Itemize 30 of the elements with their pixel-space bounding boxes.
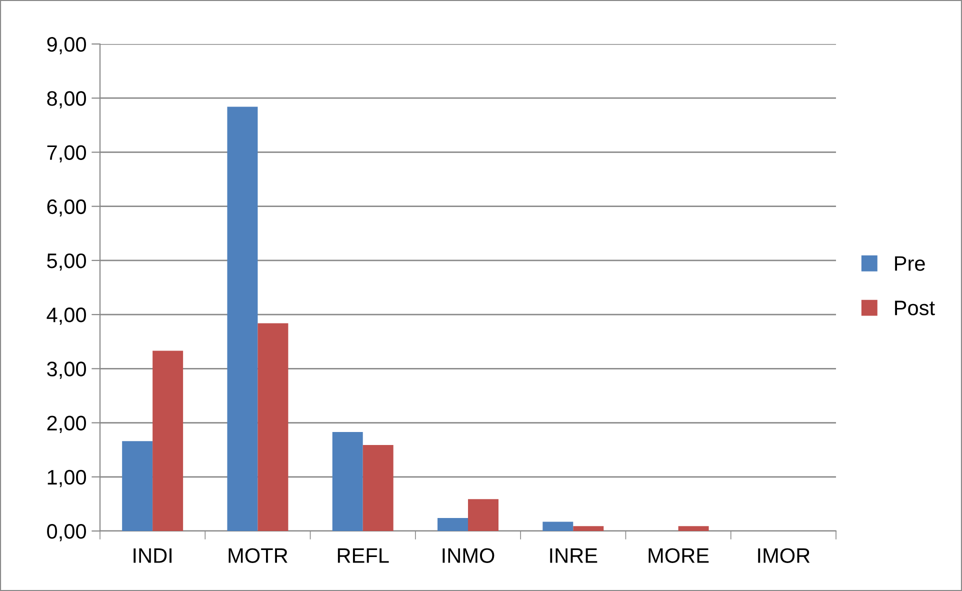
y-tick-label: 0,00 <box>47 524 86 542</box>
x-tick-label: INDI <box>134 548 172 563</box>
y-tick-label: 7,00 <box>47 145 86 162</box>
y-tick-label: 8,00 <box>47 91 86 108</box>
y-tick-label: 1,00 <box>48 470 86 488</box>
y-tick-label: 6,00 <box>47 199 86 217</box>
x-tick-label: MORE <box>648 548 709 563</box>
bar <box>438 518 468 531</box>
y-tick-label: 2,00 <box>47 416 86 433</box>
legend-label: Post <box>895 300 935 316</box>
bar <box>573 526 604 531</box>
bar <box>152 350 184 531</box>
bar <box>542 522 574 531</box>
bar <box>362 444 394 531</box>
bar <box>678 526 709 531</box>
y-tick-label: 9,00 <box>47 37 86 54</box>
bar <box>122 441 153 531</box>
x-tick-label: IMOR <box>758 548 810 563</box>
y-tick-label: 3,00 <box>47 362 86 379</box>
bar <box>227 106 258 531</box>
x-tick-label: MOTR <box>228 548 288 563</box>
legend-label: Pre <box>895 256 925 271</box>
y-tick-label: 4,00 <box>46 308 86 325</box>
y-tick-label: 5,00 <box>47 253 86 271</box>
x-tick-label: INRE <box>550 548 598 563</box>
x-tick-label: INMO <box>442 548 494 563</box>
bar <box>468 499 498 531</box>
bar <box>258 323 288 531</box>
bar <box>332 432 363 531</box>
x-tick-label: REFL <box>338 548 389 563</box>
